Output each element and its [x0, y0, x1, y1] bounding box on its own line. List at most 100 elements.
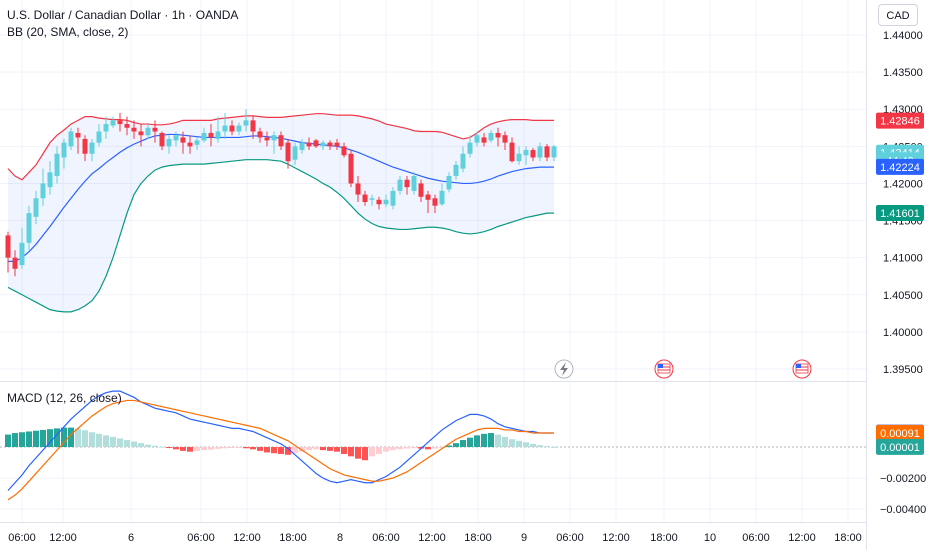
candle-body[interactable]: [285, 142, 291, 162]
candle-body[interactable]: [117, 120, 123, 125]
candle-body[interactable]: [530, 150, 536, 158]
event-markers[interactable]: [554, 359, 812, 379]
candle-body[interactable]: [432, 198, 438, 206]
candle-body[interactable]: [145, 127, 151, 136]
candle-body[interactable]: [40, 183, 46, 199]
candle-body[interactable]: [306, 142, 312, 147]
candle-body[interactable]: [376, 199, 382, 205]
candle-body[interactable]: [68, 131, 74, 147]
candle-body[interactable]: [467, 142, 473, 154]
candle-body[interactable]: [299, 142, 305, 151]
macd-histogram-bar: [82, 430, 88, 448]
macd-indicator-label[interactable]: MACD (12, 26, close): [7, 391, 122, 405]
candle-body[interactable]: [509, 142, 515, 162]
candle-body[interactable]: [397, 179, 403, 191]
candle-body[interactable]: [551, 146, 557, 158]
candle-body[interactable]: [250, 120, 256, 132]
candle-body[interactable]: [439, 190, 445, 205]
candle-body[interactable]: [544, 146, 550, 158]
candle-body[interactable]: [187, 142, 193, 147]
candle-body[interactable]: [103, 124, 109, 132]
candle-body[interactable]: [404, 179, 410, 188]
candle-body[interactable]: [54, 153, 60, 177]
candle-body[interactable]: [334, 142, 340, 147]
candle-body[interactable]: [390, 190, 396, 206]
candle-body[interactable]: [159, 132, 165, 147]
price-axis[interactable]: 1.440001.435001.430001.425001.420001.415…: [876, 30, 924, 376]
candle-body[interactable]: [278, 135, 284, 147]
candle-body[interactable]: [180, 137, 186, 143]
candle-body[interactable]: [488, 132, 494, 141]
candle-body[interactable]: [96, 131, 102, 143]
candle-body[interactable]: [502, 135, 508, 143]
candle-body[interactable]: [271, 135, 277, 141]
candle-body[interactable]: [264, 137, 270, 141]
candle-body[interactable]: [12, 257, 18, 269]
candle-body[interactable]: [516, 153, 522, 162]
symbol-title[interactable]: U.S. Dollar / Canadian Dollar · 1h · OAN…: [7, 8, 239, 22]
candle-body[interactable]: [82, 138, 88, 154]
candle-body[interactable]: [124, 124, 130, 128]
candle-body[interactable]: [292, 146, 298, 160]
candle-body[interactable]: [26, 213, 32, 243]
macd-histogram-bar: [320, 447, 326, 451]
candle-body[interactable]: [348, 153, 354, 184]
candle-body[interactable]: [418, 183, 424, 197]
candle-body[interactable]: [166, 138, 172, 147]
candle-body[interactable]: [89, 142, 95, 154]
candle-body[interactable]: [355, 183, 361, 195]
dividends-event-icon[interactable]: [554, 359, 574, 379]
bb-indicator-label[interactable]: BB (20, SMA, close, 2): [7, 25, 129, 39]
macd-histogram-bar: [530, 443, 536, 448]
candle-body[interactable]: [5, 235, 11, 258]
candle-body[interactable]: [215, 131, 221, 139]
candle-body[interactable]: [495, 132, 501, 138]
candle-body[interactable]: [453, 164, 459, 177]
candle-body[interactable]: [460, 153, 466, 169]
candle-body[interactable]: [236, 125, 242, 132]
us-economic-event-icon[interactable]: [792, 359, 812, 379]
grid-lines: [0, 0, 866, 522]
candle-body[interactable]: [75, 132, 81, 138]
candle-body[interactable]: [411, 176, 417, 191]
candle-body[interactable]: [257, 131, 263, 138]
candle-body[interactable]: [474, 135, 480, 143]
candle-body[interactable]: [194, 140, 200, 145]
candle-body[interactable]: [362, 194, 368, 202]
time-axis[interactable]: 06:00 12:00 6 06:00 12:00 18:00 8 06:00 12:00 18:…: [8, 532, 862, 544]
candle-body[interactable]: [131, 127, 137, 132]
candle-body[interactable]: [537, 146, 543, 158]
candle-body[interactable]: [481, 137, 487, 143]
candle-body[interactable]: [341, 146, 347, 156]
candle-body[interactable]: [369, 198, 375, 200]
macd-value-tag: [876, 424, 924, 441]
candle-body[interactable]: [327, 142, 333, 147]
candle-body[interactable]: [243, 120, 249, 126]
currency-button[interactable]: CAD: [878, 4, 918, 26]
candle-body[interactable]: [152, 127, 158, 132]
candle-body[interactable]: [320, 142, 326, 147]
candle-body[interactable]: [47, 172, 53, 188]
candle-body[interactable]: [19, 242, 25, 266]
candle-body[interactable]: [138, 131, 144, 136]
candle-body[interactable]: [229, 125, 235, 132]
candle-body[interactable]: [523, 150, 529, 156]
candle-body[interactable]: [208, 132, 214, 138]
candle-body[interactable]: [446, 176, 452, 190]
time-tick-label: 06:00: [742, 532, 770, 544]
candle-body[interactable]: [313, 140, 319, 147]
macd-pane[interactable]: [0, 390, 866, 501]
macd-histogram-bar: [61, 427, 67, 448]
candle-body[interactable]: [383, 199, 389, 205]
candle-body[interactable]: [173, 135, 179, 141]
candlestick-series[interactable]: [5, 109, 557, 277]
candle-body[interactable]: [425, 194, 431, 200]
candle-body[interactable]: [61, 142, 67, 158]
candle-body[interactable]: [201, 132, 207, 141]
candle-body[interactable]: [33, 198, 39, 217]
us-economic-event-icon[interactable]: [654, 359, 674, 379]
candle-body[interactable]: [222, 125, 228, 132]
candle-body[interactable]: [110, 120, 116, 126]
